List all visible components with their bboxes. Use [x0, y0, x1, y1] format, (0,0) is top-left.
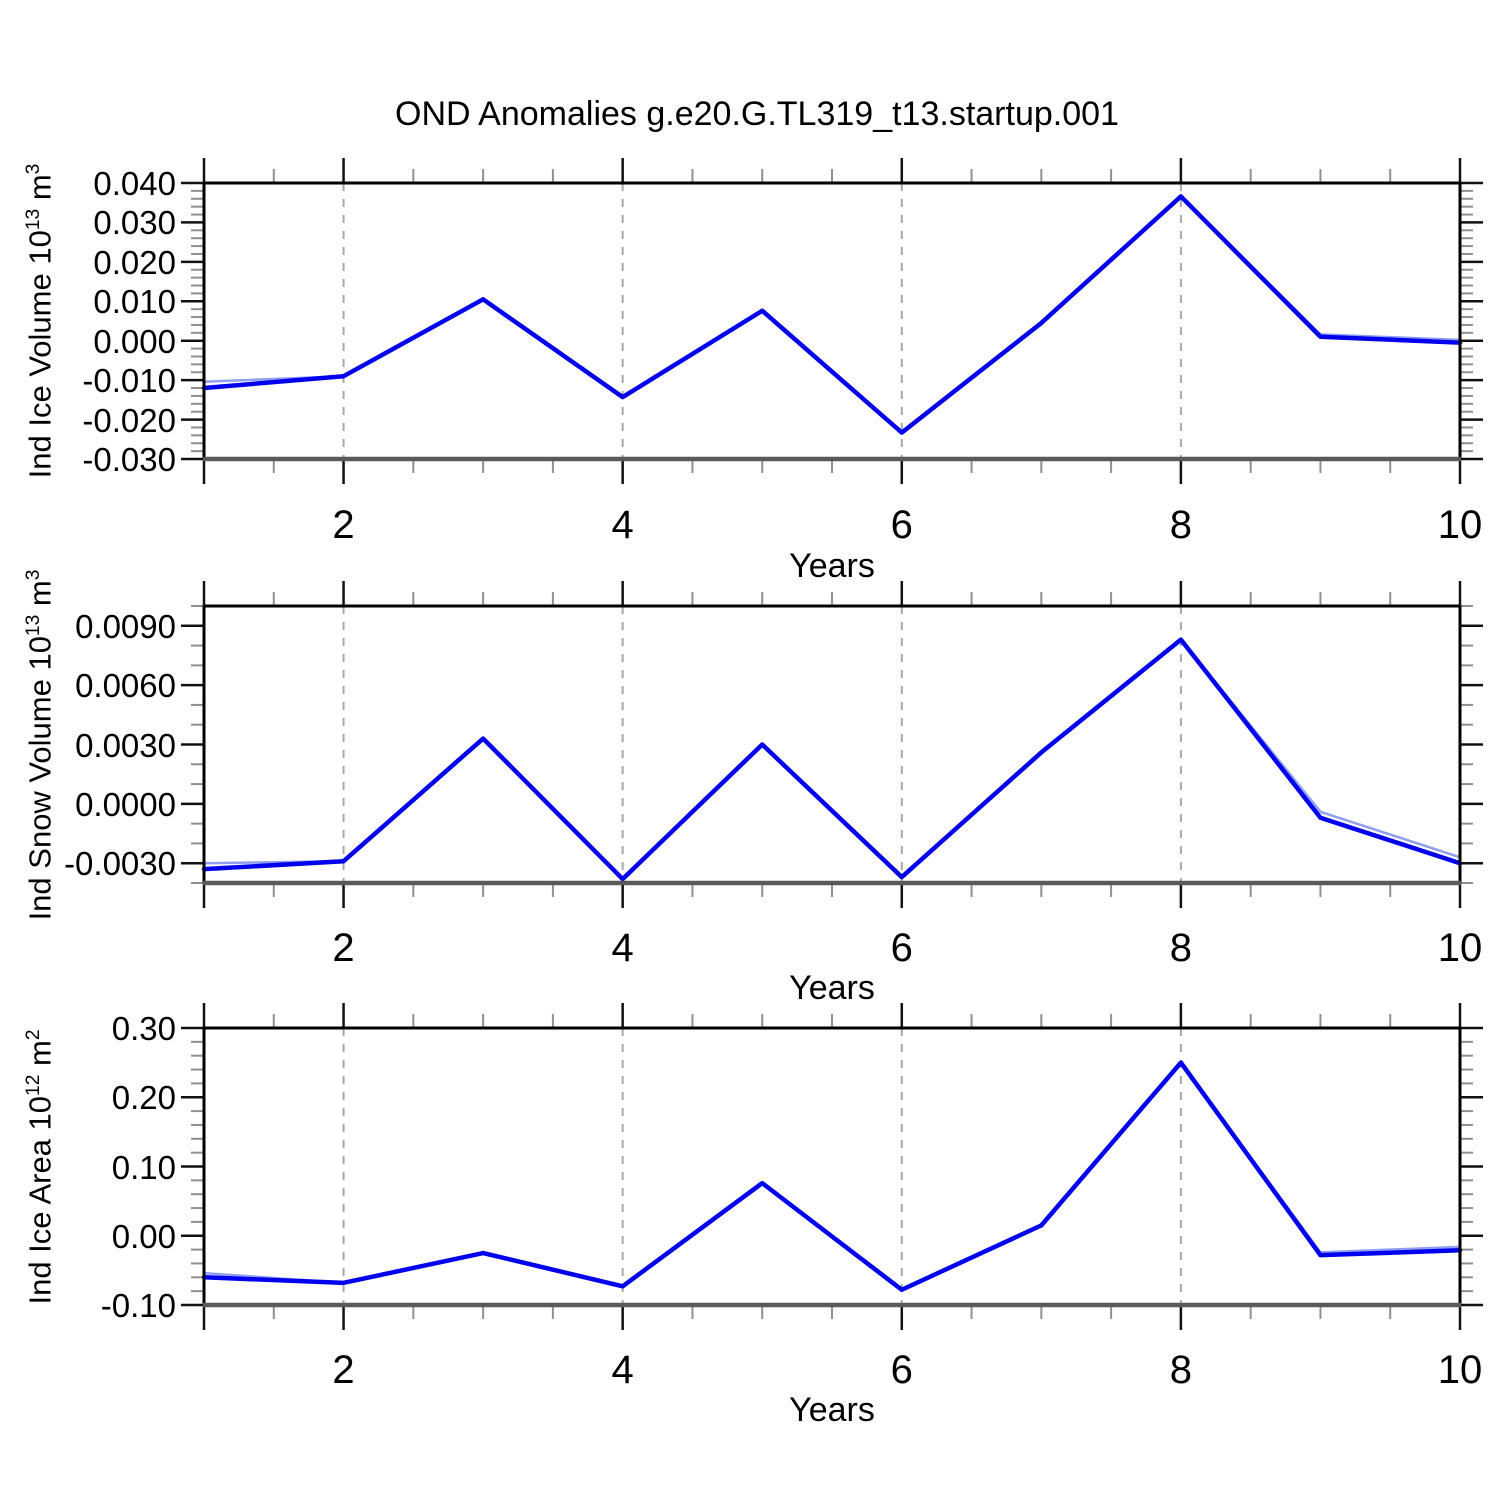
plot1-xtick-label: 6 [890, 503, 913, 547]
plot2-ytick-label: 0.0000 [75, 785, 176, 823]
plot3-yaxis-title: Ind Ice Area 1012 m2 [22, 1028, 58, 1305]
page-title: OND Anomalies g.e20.G.TL319_t13.startup.… [395, 95, 1119, 133]
plot3-ytick-label: 0.00 [111, 1217, 176, 1255]
plot3-data-line [201, 1060, 1463, 1293]
plot3-xtick-label: 6 [890, 1348, 913, 1392]
plot2-xtick-label: 4 [611, 926, 634, 970]
plot1-ytick-label: 0.000 [93, 322, 176, 360]
plot2-xtick-label: 10 [1437, 926, 1483, 970]
plot3-ytick-label: 0.30 [111, 1010, 176, 1047]
plot2-ytick-label: 0.0090 [75, 607, 176, 645]
plot2-ytick-label: 0.0030 [75, 726, 176, 764]
plot1-data-line [201, 194, 1463, 435]
plot2-data-line [201, 637, 1463, 882]
plot1-data-line-secondary [203, 195, 1461, 434]
plot1-ytick-label: -0.020 [82, 401, 176, 439]
plot2-xtick-label: 6 [890, 926, 913, 970]
plot3-xtick-label: 8 [1169, 1348, 1192, 1392]
plot3-xaxis-title: Years [789, 1391, 875, 1429]
plot3-data-line-secondary [203, 1061, 1461, 1292]
plot1-xtick-label: 4 [611, 503, 634, 547]
plot1-ytick-label: 0.020 [93, 243, 176, 281]
plot2-xaxis-title: Years [789, 969, 875, 1007]
plot3-xtick-label: 10 [1437, 1348, 1483, 1392]
plot1-yaxis-title: Ind Ice Volume 1013 m3 [22, 163, 58, 479]
plot1-ytick-label: 0.010 [93, 283, 176, 321]
plot2-ytick-label: 0.0060 [75, 667, 176, 705]
plot1-ytick-label: 0.030 [93, 204, 176, 242]
plot3-ytick-label: 0.20 [111, 1079, 176, 1117]
plot1-ytick-label: 0.040 [93, 165, 176, 202]
plot1-xtick-label: 2 [332, 503, 355, 547]
plot2-data-line-secondary [203, 638, 1461, 881]
plot3-ytick-label: -0.10 [100, 1287, 176, 1324]
plot3-xtick-label: 2 [332, 1348, 355, 1392]
plot3-xtick-label: 4 [611, 1348, 634, 1392]
plot2-yaxis-title: Ind Snow Volume 1013 m3 [22, 569, 58, 920]
plot2-xtick-label: 2 [332, 926, 355, 970]
plot3-ytick-label: 0.10 [111, 1148, 176, 1186]
plot1-xtick-label: 8 [1169, 503, 1192, 547]
plot1-ytick-label: -0.010 [82, 362, 176, 400]
plot1-ytick-label: -0.030 [82, 441, 176, 478]
plot2-ytick-label: -0.0030 [64, 845, 176, 883]
plot1-xaxis-title: Years [789, 547, 875, 585]
plot1-xtick-label: 10 [1437, 503, 1483, 547]
plot2-xtick-label: 8 [1169, 926, 1192, 970]
